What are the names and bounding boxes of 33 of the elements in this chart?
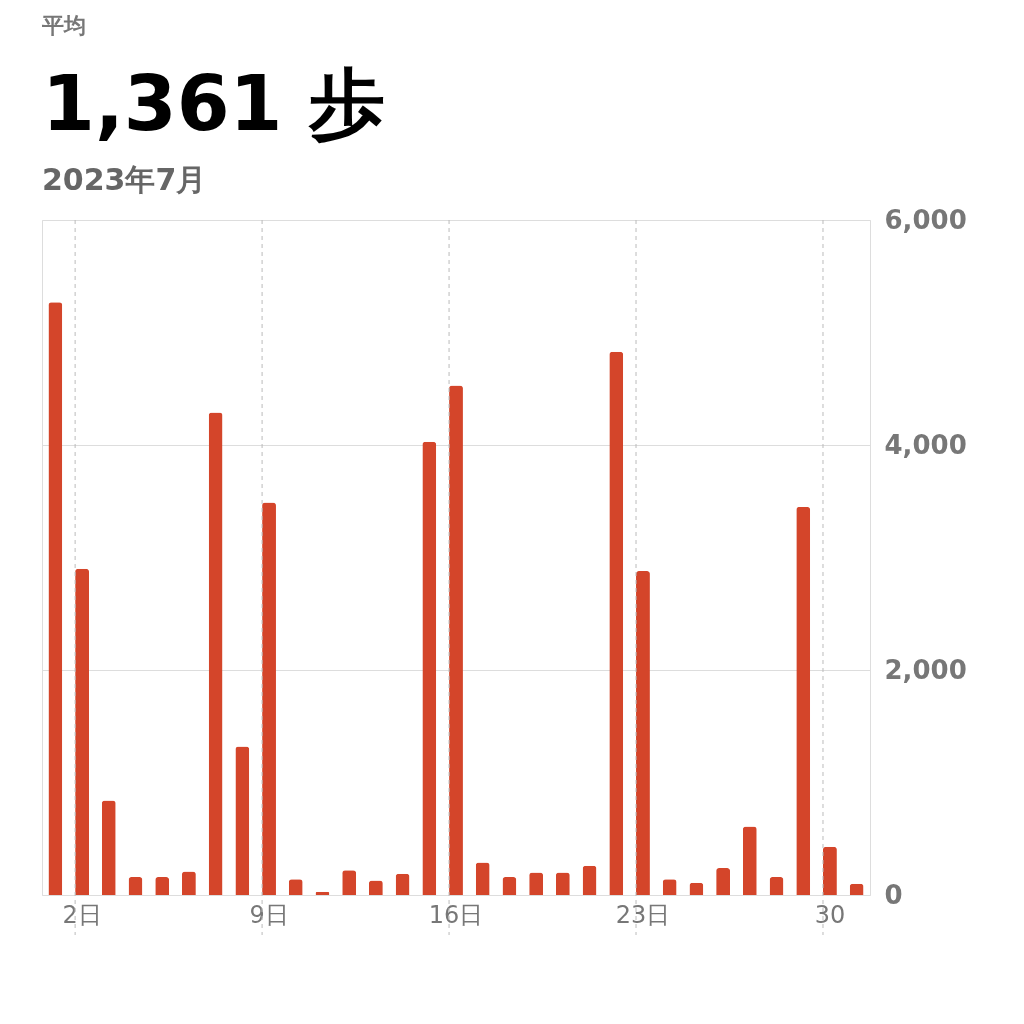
y-tick-label: 0 — [884, 879, 903, 910]
chart-subtitle: 2023年7月 — [42, 162, 207, 197]
bar — [716, 868, 731, 895]
y-tick-label: 4,000 — [884, 429, 967, 460]
bar — [101, 800, 116, 895]
bar — [529, 872, 544, 895]
chart-title: 1,361 歩 — [42, 59, 385, 148]
bar — [155, 877, 170, 895]
bar — [48, 302, 63, 895]
x-tick-label: 30 — [814, 900, 846, 929]
bar — [208, 412, 223, 895]
x-tick-label: 9日 — [249, 900, 289, 929]
bar — [395, 873, 410, 895]
x-tick-label: 23日 — [615, 900, 671, 929]
x-tick-label: 16日 — [428, 900, 484, 929]
bar — [796, 506, 811, 895]
x-tick-label: 2日 — [62, 900, 102, 929]
bar — [181, 871, 196, 895]
y-tick-label: 6,000 — [884, 204, 967, 235]
bar — [502, 877, 517, 895]
bar — [555, 872, 570, 895]
bar — [235, 746, 250, 895]
bar — [742, 826, 757, 895]
bar — [128, 877, 143, 895]
bar — [769, 877, 784, 895]
bar — [75, 568, 90, 895]
bar — [609, 351, 624, 895]
bar — [582, 865, 597, 895]
bar — [422, 441, 437, 895]
text: 平均 — [41, 13, 86, 38]
bar — [475, 862, 490, 895]
y-tick-label: 2,000 — [884, 654, 967, 685]
bar — [342, 870, 357, 895]
